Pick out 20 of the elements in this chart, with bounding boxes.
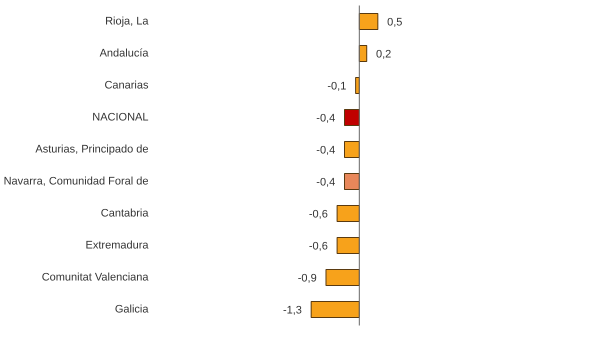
data-label: -0,6 xyxy=(308,240,328,252)
data-label: -0,9 xyxy=(298,272,317,284)
y-tick-label: Navarra, Comunidad Foral de xyxy=(4,176,149,188)
data-label: -0,6 xyxy=(308,208,328,220)
data-label: -0,4 xyxy=(316,144,336,156)
data-label: 0,5 xyxy=(387,16,402,28)
y-tick-label: Asturias, Principado de xyxy=(35,144,149,156)
y-tick-label: NACIONAL xyxy=(92,112,149,124)
y-tick-label: Comunitat Valenciana xyxy=(42,272,150,284)
data-label: 0,2 xyxy=(376,48,392,60)
y-tick-label: Galicia xyxy=(114,304,150,316)
data-label: -0,1 xyxy=(327,80,346,92)
y-tick-label: Andalucía xyxy=(100,48,150,60)
data-label: -0,4 xyxy=(316,112,336,124)
y-tick-label: Extremadura xyxy=(86,240,150,252)
data-label: -0,4 xyxy=(316,176,336,188)
y-tick-label: Canarias xyxy=(104,80,149,92)
y-tick-label: Rioja, La xyxy=(105,16,150,28)
y-tick-label: Cantabria xyxy=(100,208,150,220)
data-label: -1,3 xyxy=(282,304,302,316)
